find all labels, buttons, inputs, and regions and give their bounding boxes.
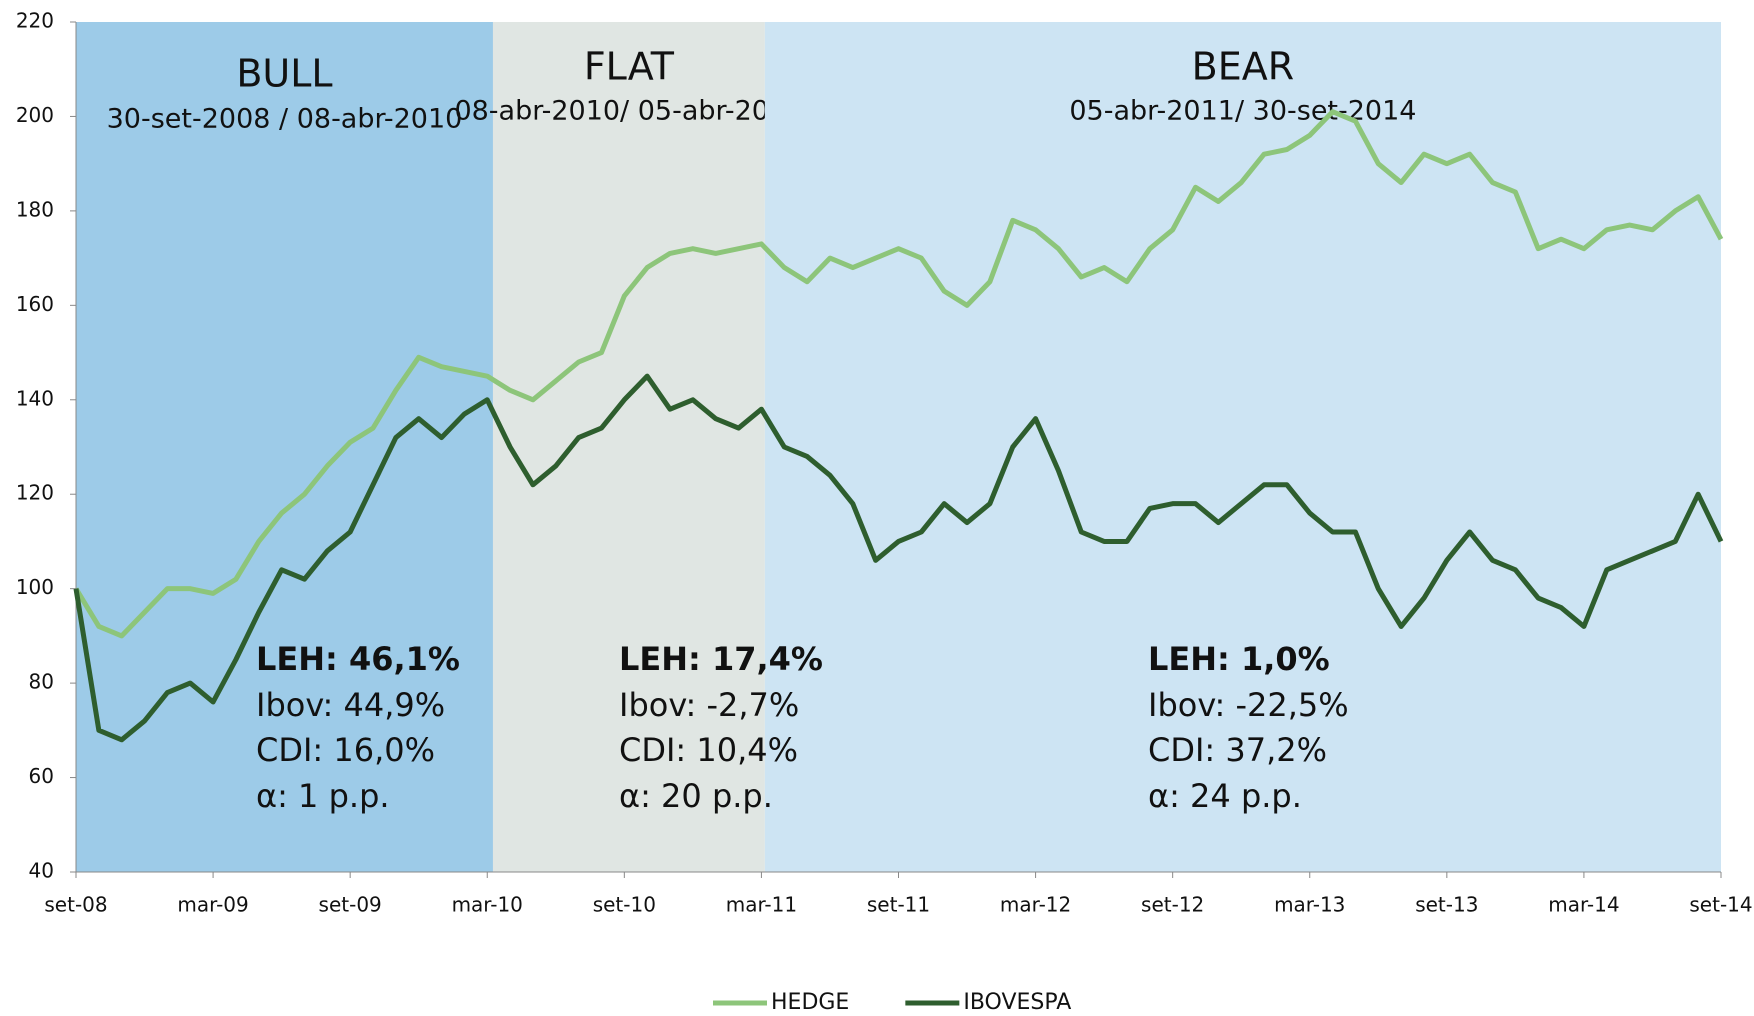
x-tick-label: set-11 (867, 893, 930, 917)
region-title: BEAR (1192, 45, 1294, 89)
region-period: 30-set-2008 / 08-abr-2010 (107, 104, 463, 135)
region-period: 05-abr-2011/ 30-set-2014 (1069, 96, 1416, 127)
x-tick-label: set-09 (319, 893, 382, 917)
y-tick-label: 120 (16, 481, 54, 505)
y-tick-label: 160 (16, 292, 54, 316)
region-period: 08-abr-2010/ 05-abr-2011 (454, 96, 803, 127)
region-stat: LEH: 1,0% (1148, 640, 1330, 678)
x-tick-label: set-12 (1141, 893, 1204, 917)
region-stat: CDI: 37,2% (1148, 731, 1327, 769)
region-stat: LEH: 17,4% (619, 640, 823, 678)
x-tick-label: set-14 (1689, 893, 1752, 917)
region-stat: LEH: 46,1% (256, 640, 460, 678)
x-tick-label: mar-09 (177, 893, 248, 917)
region-stat: Ibov: 44,9% (256, 686, 445, 724)
legend-label: HEDGE (771, 990, 849, 1015)
y-tick-label: 140 (16, 386, 54, 410)
line-series (73, 109, 1724, 639)
region-stat: Ibov: -2,7% (619, 686, 799, 724)
y-tick-label: 80 (29, 670, 54, 694)
legend-label: IBOVESPA (963, 990, 1071, 1015)
region (492, 22, 765, 872)
y-tick-label: 220 (16, 9, 54, 33)
y-tick-label: 40 (29, 859, 54, 883)
x-tick-label: set-08 (44, 893, 107, 917)
region-stat: α: 24 p.p. (1148, 777, 1302, 815)
x-tick-label: mar-10 (452, 893, 523, 917)
region-title: BULL (236, 52, 332, 96)
region (76, 22, 493, 872)
region (764, 22, 1721, 872)
x-tick-label: mar-11 (726, 893, 797, 917)
region-stat: CDI: 10,4% (619, 731, 798, 769)
x-tick-label: mar-12 (1000, 893, 1071, 917)
y-tick-label: 200 (16, 103, 54, 127)
x-tick-label: mar-14 (1548, 893, 1619, 917)
region-stat: CDI: 16,0% (256, 731, 435, 769)
region-stat: α: 20 p.p. (619, 777, 773, 815)
x-tick-label: set-10 (593, 893, 656, 917)
y-tick-label: 100 (16, 575, 54, 599)
region-stat: α: 1 p.p. (256, 777, 390, 815)
y-tick-label: 180 (16, 197, 54, 221)
region-title: FLAT (584, 45, 675, 89)
x-tick-label: set-13 (1415, 893, 1478, 917)
x-tick-label: mar-13 (1274, 893, 1345, 917)
y-tick-label: 60 (29, 764, 54, 788)
line-series (73, 373, 1724, 743)
region-stat: Ibov: -22,5% (1148, 686, 1349, 724)
